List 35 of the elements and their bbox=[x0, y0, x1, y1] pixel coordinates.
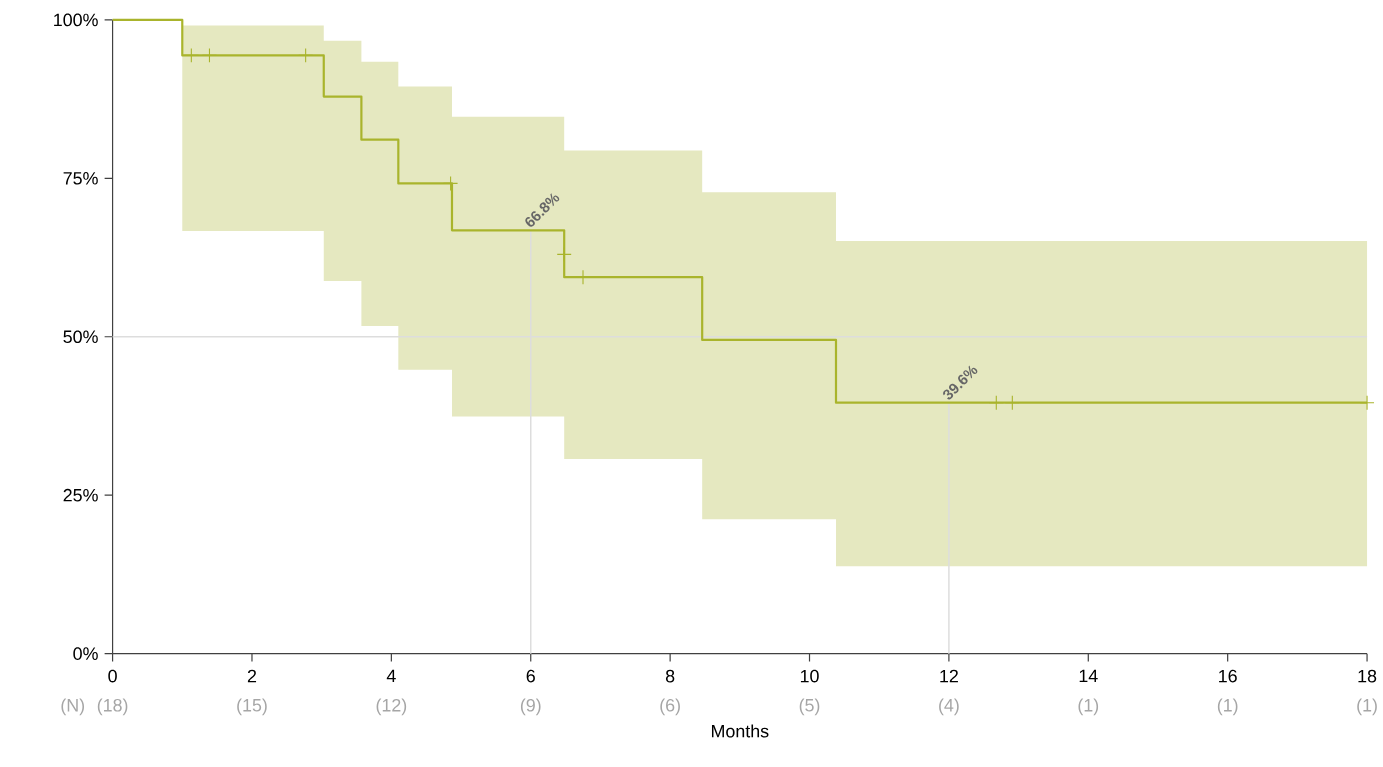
text: (1) bbox=[1357, 698, 1377, 716]
y-tick-label: 50% bbox=[63, 330, 98, 343]
x-tick-label: 14 bbox=[1079, 669, 1098, 682]
point bbox=[443, 175, 459, 191]
x-tick-label: 18 bbox=[1358, 669, 1377, 683]
x-tick-label: 12 bbox=[940, 669, 958, 683]
x-tick-label: 2 bbox=[247, 669, 257, 683]
point bbox=[988, 395, 1004, 411]
point bbox=[1359, 395, 1375, 411]
x-tick-label: 8 bbox=[665, 669, 675, 683]
point bbox=[201, 47, 217, 63]
text: (5) bbox=[799, 698, 820, 716]
text: (4) bbox=[939, 698, 959, 716]
text: (12) bbox=[376, 698, 407, 716]
x-tick-label: 6 bbox=[526, 669, 535, 683]
text: (1) bbox=[1217, 698, 1238, 716]
text: (6) bbox=[660, 698, 680, 716]
y-tick-label: 0% bbox=[73, 647, 98, 660]
y-tick-label: 25% bbox=[63, 488, 98, 502]
point bbox=[1004, 395, 1020, 411]
x-tick-label: 0 bbox=[108, 669, 117, 683]
text: (9) bbox=[520, 698, 541, 716]
y-tick-label: 75% bbox=[63, 171, 98, 185]
text: (18) bbox=[97, 698, 128, 716]
text: (1) bbox=[1078, 698, 1099, 716]
x-tick-label: 16 bbox=[1219, 669, 1237, 683]
point bbox=[298, 47, 314, 63]
x-tick-label: 10 bbox=[800, 669, 819, 683]
x-tick-label: 4 bbox=[386, 669, 396, 682]
point bbox=[556, 246, 572, 262]
text: (15) bbox=[237, 698, 267, 716]
point bbox=[183, 47, 199, 63]
y-tick-label: 100% bbox=[54, 13, 98, 27]
x-axis-title: Months bbox=[711, 724, 769, 738]
text: (N) bbox=[61, 698, 85, 716]
